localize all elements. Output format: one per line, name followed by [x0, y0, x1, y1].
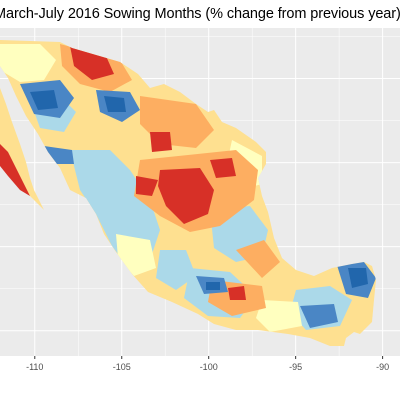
- x-tick-label: -105: [113, 362, 131, 372]
- x-axis: -110 -105 -100 -95 -90: [26, 356, 389, 372]
- strong-increase-region: [150, 132, 172, 152]
- strong-decrease-regions: [30, 90, 368, 290]
- strong-increase-region: [210, 158, 236, 178]
- moderate-increase-region: [236, 240, 280, 278]
- baja-sur-increase-region: [0, 144, 30, 196]
- chart-title: March-July 2016 Sowing Months (% change …: [0, 6, 400, 22]
- strong-decrease-region: [30, 90, 58, 110]
- strong-increase-region: [70, 46, 114, 80]
- x-tick-label: -110: [26, 362, 43, 372]
- strong-decrease-region: [348, 268, 368, 288]
- no-change-region: [116, 234, 156, 276]
- x-tick-label: -95: [289, 362, 302, 372]
- x-tick-label: -100: [200, 362, 218, 372]
- strong-increase-region: [158, 168, 214, 224]
- slight-decrease-region: [156, 250, 196, 290]
- strong-decrease-region: [104, 96, 126, 112]
- strong-decrease-region: [206, 282, 220, 290]
- x-tick-label: -90: [376, 362, 389, 372]
- strong-increase-region: [228, 286, 246, 300]
- strong-increase-region: [136, 176, 158, 196]
- moderate-decrease-region: [300, 304, 338, 328]
- no-change-region: [256, 300, 302, 332]
- no-change-region: [0, 44, 56, 82]
- strong-increase-regions: [70, 46, 246, 300]
